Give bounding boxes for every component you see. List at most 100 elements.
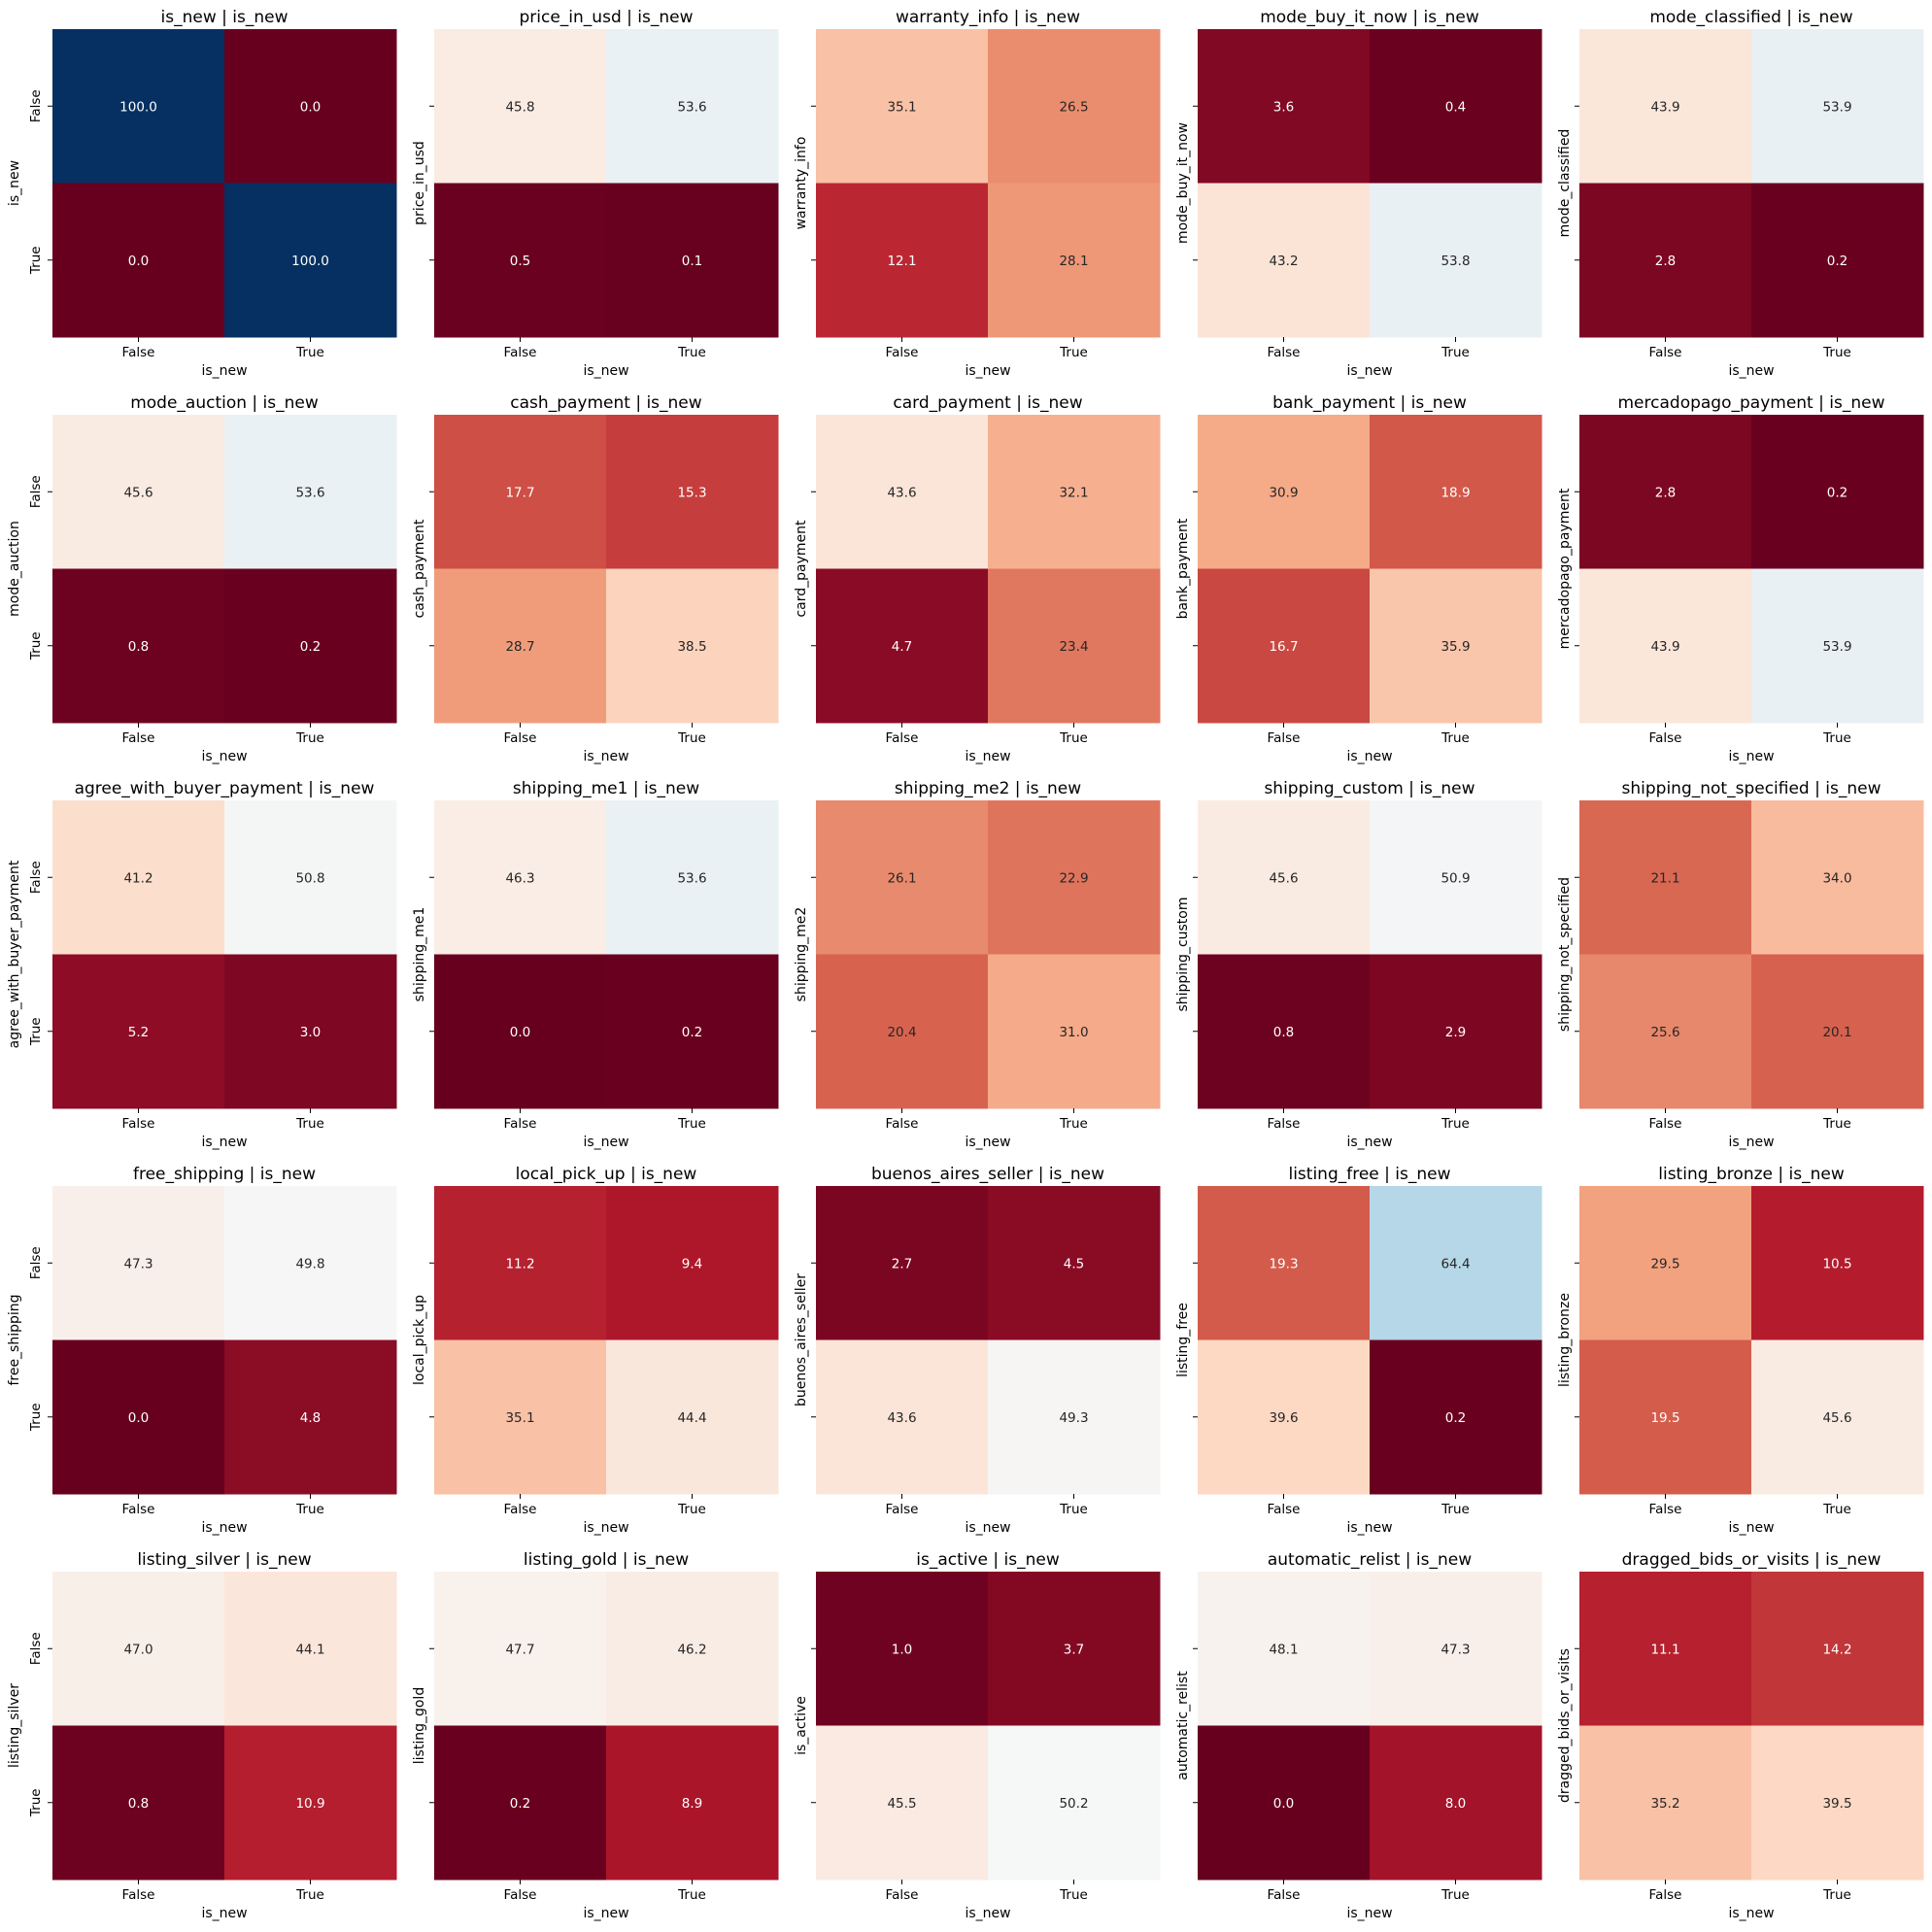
heatmap-cell [434, 1572, 607, 1726]
cell-value-label: 23.4 [1059, 639, 1088, 655]
cell-value-label: 1.0 [892, 1642, 912, 1657]
heatmap-cell [224, 29, 397, 184]
y-axis-label: shipping_me1 [412, 907, 427, 1002]
heatmap-cell [988, 954, 1161, 1109]
cell-value-label: 45.6 [1822, 1410, 1851, 1426]
heatmap-cell [434, 800, 607, 955]
x-tick-label: True [677, 1887, 706, 1903]
x-tick-label: True [1822, 1502, 1851, 1517]
x-axis-label: is_new [583, 1520, 628, 1536]
heatmap-cell [988, 568, 1161, 724]
cell-value-label: 11.2 [505, 1256, 534, 1271]
panel-title: shipping_me1 | is_new [513, 779, 699, 798]
x-tick-label: True [295, 730, 324, 746]
cell-value-label: 10.5 [1822, 1256, 1851, 1271]
x-axis-label: is_new [201, 1906, 247, 1921]
cell-value-label: 34.0 [1822, 870, 1851, 886]
x-tick-label: False [886, 345, 919, 360]
heatmap-panel: 46.3 53.6 0.0 0.2 shipping_me1 | is_new False… [412, 779, 779, 1150]
cell-value-label: 35.1 [887, 99, 916, 115]
x-tick-label: True [295, 1502, 324, 1517]
heatmap-cell [434, 568, 607, 724]
panel-title: shipping_me2 | is_new [895, 779, 1081, 798]
cell-value-label: 47.7 [505, 1642, 534, 1657]
heatmap-panel: 19.3 64.4 39.6 0.2 listing_free | is_new Fals… [1175, 1165, 1542, 1536]
heatmap-cell [1579, 29, 1752, 184]
cell-value-label: 35.1 [505, 1410, 534, 1426]
x-axis-label: is_new [1346, 1520, 1392, 1536]
y-axis-label: local_pick_up [412, 1295, 427, 1385]
y-axis-label: automatic_relist [1175, 1671, 1191, 1780]
x-axis-label: is_new [965, 749, 1010, 764]
heatmap-cell [816, 954, 989, 1109]
panel-title: price_in_usd | is_new [520, 8, 694, 27]
heatmap-cell [1751, 29, 1924, 184]
cell-value-label: 0.8 [1273, 1025, 1294, 1040]
heatmap-cell [1579, 1725, 1752, 1881]
y-axis-label: mercadopago_payment [1557, 488, 1573, 649]
cell-value-label: 45.5 [887, 1796, 916, 1812]
y-axis-label: mode_classified [1557, 129, 1573, 238]
panel-title: listing_silver | is_new [137, 1550, 311, 1570]
y-tick-label: True [28, 631, 44, 661]
x-tick-label: True [1822, 1116, 1851, 1132]
x-tick-label: True [1441, 1887, 1470, 1903]
heatmap-cell [52, 29, 225, 184]
x-tick-label: False [122, 345, 155, 360]
cell-value-label: 26.5 [1059, 99, 1088, 115]
heatmap-panel: 43.9 53.9 2.8 0.2 mode_classified | is_new Fa… [1557, 8, 1924, 379]
y-axis-label: is_new [7, 160, 22, 206]
y-tick-label: True [28, 1403, 44, 1432]
heatmap-cell [1751, 1186, 1924, 1340]
heatmap-cell [224, 415, 397, 569]
heatmap-panel: 47.7 46.2 0.2 8.9 listing_gold | is_new False… [412, 1550, 779, 1921]
heatmap-cell [224, 183, 397, 338]
heatmap-cell [606, 1572, 779, 1726]
heatmap-cell [1751, 183, 1924, 338]
cell-value-label: 53.6 [295, 485, 324, 500]
heatmap-cell [434, 415, 607, 569]
cell-value-label: 5.2 [128, 1025, 149, 1040]
cell-value-label: 50.8 [295, 870, 324, 886]
x-tick-label: False [504, 345, 537, 360]
x-tick-label: True [1059, 730, 1088, 746]
heatmap-panel: 35.1 26.5 12.1 28.1 warranty_info | is_new Fa… [794, 8, 1161, 379]
heatmap-cell [816, 1186, 989, 1340]
heatmap-cell [224, 568, 397, 724]
y-axis-label: mode_auction [7, 521, 22, 617]
heatmap-cell [606, 954, 779, 1109]
cell-value-label: 19.5 [1650, 1410, 1679, 1426]
panel-title: warranty_info | is_new [896, 8, 1080, 27]
heatmap-cell [434, 1339, 607, 1495]
heatmap-cell [816, 415, 989, 569]
heatmap-cell [606, 29, 779, 184]
x-tick-label: False [1268, 730, 1301, 746]
x-axis-label: is_new [201, 749, 247, 764]
panel-title: automatic_relist | is_new [1268, 1550, 1472, 1570]
heatmap-cell [52, 415, 225, 569]
heatmap-cell [1751, 1725, 1924, 1881]
heatmap-cell [988, 1725, 1161, 1881]
cell-value-label: 20.1 [1822, 1025, 1851, 1040]
panel-title: agree_with_buyer_payment | is_new [75, 779, 375, 798]
panel-title: shipping_custom | is_new [1264, 779, 1474, 798]
heatmap-cell [1198, 183, 1371, 338]
heatmap-cell [988, 415, 1161, 569]
x-tick-label: False [1649, 730, 1682, 746]
heatmap-panel: 1.0 3.7 45.5 50.2 is_active | is_new False Tru… [794, 1550, 1161, 1921]
heatmap-cell [52, 1339, 225, 1495]
heatmap-cell [1751, 1339, 1924, 1495]
heatmap-cell [1198, 1186, 1371, 1340]
heatmap-cell [1370, 1572, 1542, 1726]
heatmap-cell [816, 1572, 989, 1726]
heatmap-panel: 47.3 49.8 0.0 4.8 free_shipping | is_new Fals… [7, 1165, 397, 1536]
y-axis-label: free_shipping [7, 1294, 22, 1385]
cell-value-label: 2.8 [1655, 485, 1676, 500]
cell-value-label: 0.2 [510, 1796, 530, 1812]
x-tick-label: False [1649, 1116, 1682, 1132]
heatmap-panel: 100.0 0.0 0.0 100.0 is_new | is_new False True… [7, 8, 397, 379]
cell-value-label: 20.4 [887, 1025, 916, 1040]
heatmap-cell [1370, 415, 1542, 569]
cell-value-label: 0.0 [510, 1025, 530, 1040]
